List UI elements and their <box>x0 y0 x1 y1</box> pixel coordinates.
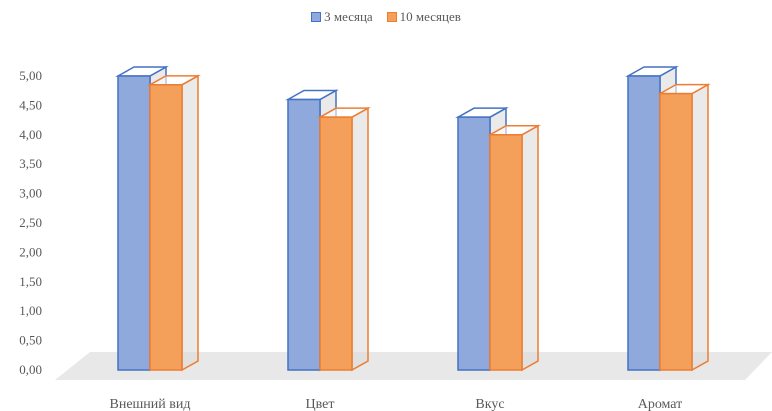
bar-front-face <box>457 116 491 371</box>
x-category-label: Внешний вид <box>109 397 190 411</box>
chart-floor <box>55 352 772 380</box>
legend-item-series-1: 3 месяца <box>311 9 373 25</box>
y-tick-label: 0,00 <box>19 362 42 377</box>
bar <box>317 106 371 372</box>
bar-front-face <box>659 92 693 371</box>
bar <box>657 83 711 372</box>
y-tick-label: 2,00 <box>19 244 42 259</box>
bar-side-face <box>691 83 709 372</box>
floor-plane <box>55 352 772 380</box>
bar-front-face <box>319 116 353 371</box>
y-tick-label: 4,50 <box>19 97 42 112</box>
legend-swatch-series-1 <box>311 12 322 22</box>
x-category-label: Вкус <box>475 397 504 411</box>
y-tick-label: 3,00 <box>19 186 42 201</box>
x-axis-categories: Внешний вид Цвет Вкус Аромат <box>109 397 682 411</box>
bar-front-face <box>287 98 321 371</box>
legend: 3 месяца 10 месяцев <box>0 9 772 25</box>
bar-front-face <box>627 75 661 371</box>
y-tick-label: 3,50 <box>19 156 42 171</box>
legend-swatch-series-2 <box>386 12 397 22</box>
y-tick-label: 4,00 <box>19 127 42 142</box>
y-tick-label: 1,50 <box>19 274 42 289</box>
legend-label-series-2: 10 месяцев <box>399 9 461 24</box>
bar-side-face <box>351 106 369 372</box>
x-category-label: Цвет <box>306 397 335 411</box>
y-tick-label: 1,00 <box>19 303 42 318</box>
bar <box>147 74 201 372</box>
bar <box>487 124 541 372</box>
y-tick-label: 0,50 <box>19 333 42 348</box>
legend-label-series-1: 3 месяца <box>324 9 373 24</box>
y-tick-label: 5,00 <box>19 68 42 83</box>
y-tick-label: 2,50 <box>19 215 42 230</box>
bars <box>115 65 711 372</box>
bar-side-face <box>181 74 199 372</box>
legend-item-series-2: 10 месяцев <box>386 9 461 25</box>
bar-front-face <box>117 75 151 371</box>
bar-front-face <box>489 134 523 371</box>
y-axis-ticks: 0,00 0,50 1,00 1,50 2,00 2,50 3,00 3,50 4,00 4,50… <box>19 68 42 377</box>
bar-front-face <box>149 84 183 371</box>
bar-side-face <box>521 124 539 372</box>
x-category-label: Аромат <box>638 397 683 411</box>
